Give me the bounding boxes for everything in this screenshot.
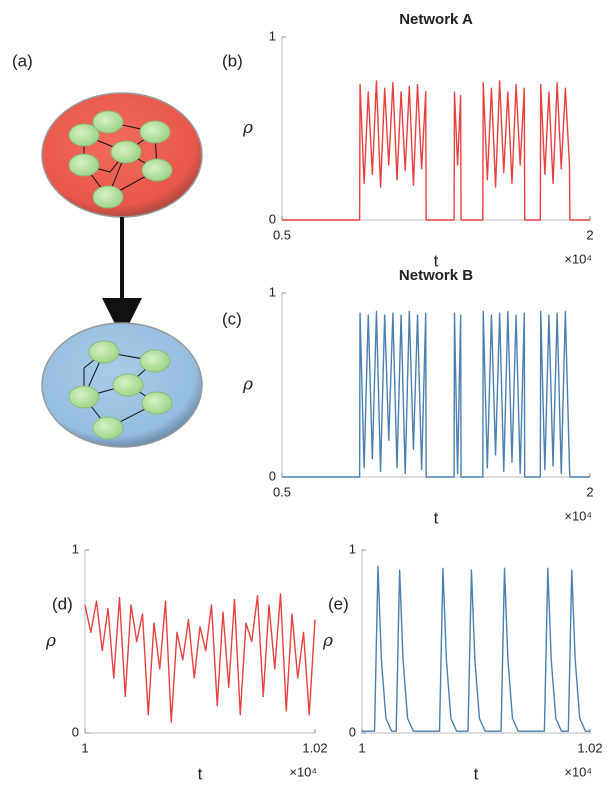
x-axis-label: t	[198, 764, 203, 781]
x-tick-label: 1	[358, 740, 365, 755]
y-axis-label: ρ	[322, 631, 333, 651]
x-tick-label: 0.5	[273, 227, 291, 242]
y-tick-label: 0	[72, 724, 79, 739]
panel-label: (c)	[222, 309, 242, 328]
y-tick-label: 1	[72, 541, 79, 556]
x-axis-label: t	[434, 508, 439, 527]
x-multiplier: ×10⁴	[289, 764, 317, 779]
panel-label: (a)	[12, 51, 33, 70]
x-tick-label: 2	[586, 484, 593, 499]
x-tick-label: 1	[81, 740, 88, 755]
y-axis-label: ρ	[242, 118, 253, 138]
chart-title: Network A	[399, 11, 473, 28]
data-line	[85, 594, 315, 722]
panel-label: (b)	[222, 51, 243, 70]
x-multiplier: ×10⁴	[564, 508, 592, 523]
y-axis-label: ρ	[45, 631, 56, 651]
y-axis-label: ρ	[242, 375, 253, 395]
x-tick-label: 2	[586, 227, 593, 242]
x-tick-label: 1.02	[302, 740, 327, 755]
data-line	[282, 311, 590, 477]
x-tick-label: 0.5	[273, 484, 291, 499]
y-tick-label: 0	[269, 211, 276, 226]
x-axis-label: t	[474, 764, 479, 781]
y-tick-label: 0	[349, 724, 356, 739]
panel-label: (d)	[52, 594, 73, 613]
y-tick-label: 1	[269, 284, 276, 299]
y-tick-label: 0	[269, 468, 276, 483]
y-tick-label: 1	[349, 541, 356, 556]
data-line	[362, 566, 590, 731]
figure: (a) (b)Network A010.52tρ×10⁴(c)Network B…	[0, 0, 610, 781]
page: (a) (b)Network A010.52tρ×10⁴(c)Network B…	[0, 0, 610, 786]
x-multiplier: ×10⁴	[564, 251, 592, 266]
panel-label: (e)	[328, 594, 349, 613]
x-tick-label: 1.02	[577, 740, 602, 755]
network-diagram	[42, 93, 202, 447]
data-line	[282, 81, 590, 220]
y-tick-label: 1	[269, 28, 276, 43]
chart-title: Network B	[399, 267, 473, 284]
x-multiplier: ×10⁴	[564, 764, 592, 779]
